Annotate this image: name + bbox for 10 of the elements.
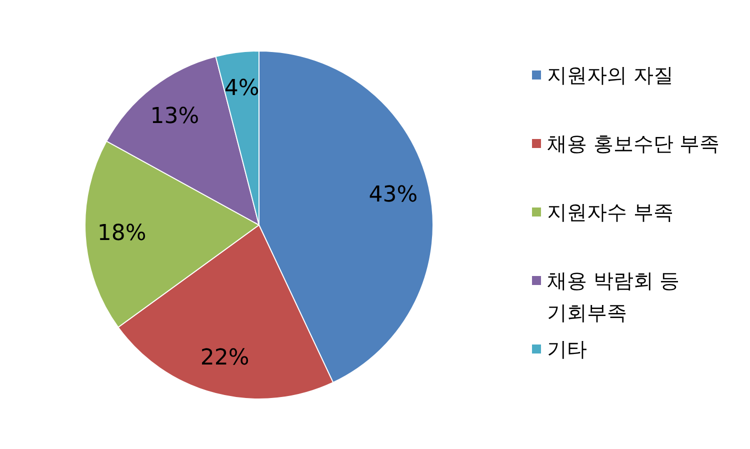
data-label: 22% <box>200 346 250 371</box>
data-label: 18% <box>97 221 146 246</box>
legend-label: 지원자수 부족 <box>547 200 674 224</box>
legend-label: 지원자의 자질 <box>547 63 674 87</box>
legend-label: 채용 홍보수단 부족 <box>547 132 720 156</box>
data-label: 43% <box>368 182 418 208</box>
data-label: 13% <box>150 104 200 129</box>
legend-label: 기타 <box>547 337 587 361</box>
data-label: 4% <box>224 76 260 102</box>
legend-label: 채용 박람회 등 기회부족 <box>547 268 680 324</box>
